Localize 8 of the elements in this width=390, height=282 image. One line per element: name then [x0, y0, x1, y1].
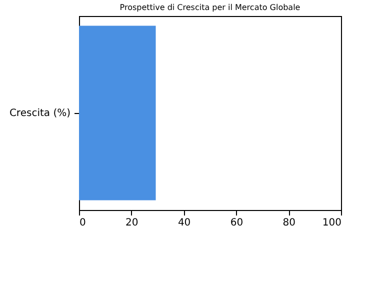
x-tick-label: 100	[322, 218, 342, 228]
x-tick-label: 80	[282, 218, 296, 228]
x-tick-label: 20	[126, 218, 138, 228]
y-tick-label: Crescita (%)	[9, 108, 71, 119]
x-tick-label: 40	[178, 218, 191, 228]
x-tick-label: 0	[80, 218, 86, 228]
chart-title: Prospettive di Crescita per il Mercato Globale	[120, 3, 300, 12]
x-tick-label: 60	[230, 218, 244, 228]
